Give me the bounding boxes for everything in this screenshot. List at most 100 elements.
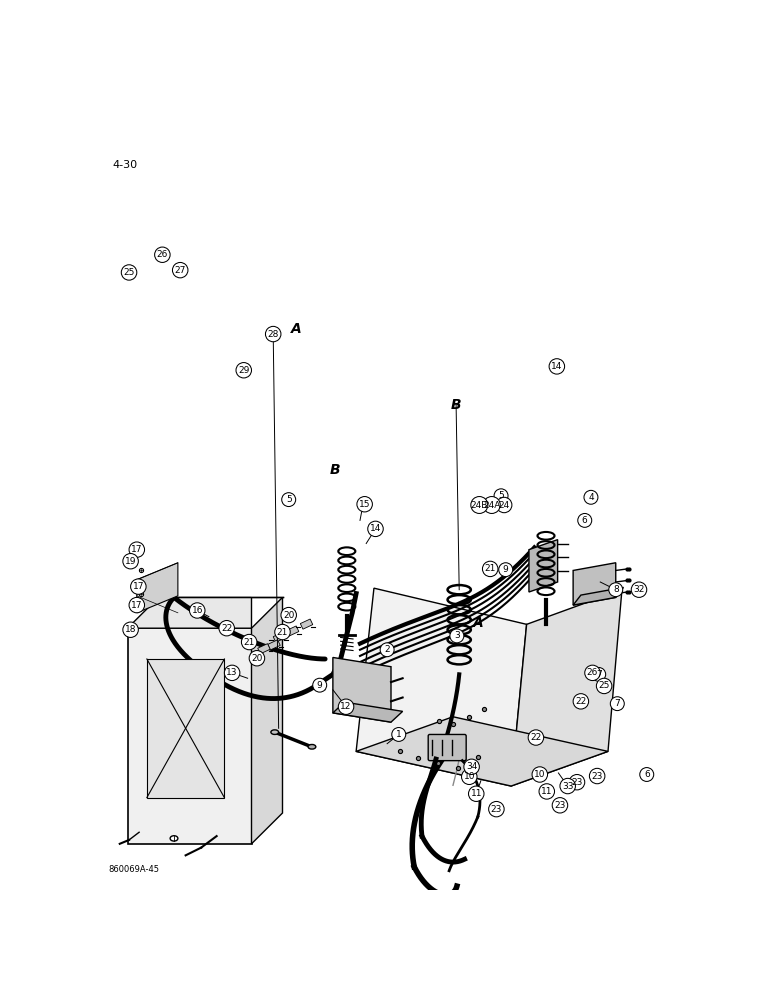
Circle shape: [464, 759, 479, 775]
Text: 5: 5: [286, 495, 292, 504]
Circle shape: [380, 643, 394, 657]
Circle shape: [577, 513, 591, 527]
Circle shape: [631, 582, 647, 597]
Circle shape: [611, 697, 625, 711]
Circle shape: [539, 784, 554, 799]
Circle shape: [219, 620, 235, 636]
Text: 25: 25: [124, 268, 135, 277]
Bar: [273, 632, 286, 642]
Text: 9: 9: [317, 681, 323, 690]
Circle shape: [281, 607, 296, 623]
Circle shape: [482, 561, 498, 577]
Circle shape: [573, 694, 588, 709]
Circle shape: [532, 767, 547, 782]
Circle shape: [123, 554, 138, 569]
Text: 3: 3: [454, 631, 460, 640]
Text: 2: 2: [384, 645, 390, 654]
Text: 7: 7: [615, 699, 620, 708]
Text: 24A: 24A: [483, 500, 500, 510]
Circle shape: [172, 262, 188, 278]
Text: 29: 29: [238, 366, 249, 375]
Text: 4-30: 4-30: [112, 160, 137, 170]
Circle shape: [584, 665, 601, 681]
Text: 19: 19: [125, 557, 137, 566]
Bar: [258, 644, 270, 654]
Text: 32: 32: [633, 585, 645, 594]
Bar: [286, 626, 299, 636]
Bar: [268, 640, 280, 650]
Polygon shape: [333, 702, 403, 722]
Polygon shape: [356, 588, 527, 786]
Text: 21: 21: [485, 564, 496, 573]
Circle shape: [313, 678, 327, 692]
FancyBboxPatch shape: [428, 734, 466, 761]
Bar: [147, 659, 225, 798]
Polygon shape: [333, 657, 391, 722]
Circle shape: [499, 563, 513, 577]
Circle shape: [483, 497, 500, 513]
Text: 33: 33: [562, 782, 574, 791]
Circle shape: [249, 651, 265, 666]
Text: 23: 23: [491, 805, 502, 814]
Circle shape: [130, 579, 146, 594]
Text: 23: 23: [554, 801, 566, 810]
Text: 5: 5: [498, 491, 504, 500]
Circle shape: [552, 798, 567, 813]
Text: 17: 17: [133, 582, 144, 591]
Circle shape: [242, 634, 257, 650]
Text: 10: 10: [534, 770, 546, 779]
Text: 860069A-45: 860069A-45: [108, 865, 159, 874]
Circle shape: [471, 497, 488, 513]
Circle shape: [236, 363, 252, 378]
Circle shape: [391, 728, 406, 741]
Circle shape: [282, 493, 296, 507]
Circle shape: [266, 326, 281, 342]
Circle shape: [549, 359, 564, 374]
Text: 26: 26: [587, 668, 598, 677]
Text: 34: 34: [466, 762, 477, 771]
Polygon shape: [529, 540, 557, 592]
Circle shape: [357, 497, 372, 512]
Polygon shape: [511, 590, 622, 786]
Circle shape: [597, 678, 612, 694]
Text: 21: 21: [277, 628, 288, 637]
Text: 12: 12: [340, 702, 352, 711]
Text: 17: 17: [131, 601, 143, 610]
Text: 16: 16: [191, 606, 203, 615]
Text: 22: 22: [575, 697, 587, 706]
Text: 18: 18: [125, 625, 137, 634]
Circle shape: [225, 665, 240, 681]
Text: 13: 13: [226, 668, 238, 677]
Circle shape: [528, 730, 543, 745]
Text: 11: 11: [470, 789, 482, 798]
Circle shape: [338, 699, 354, 714]
Polygon shape: [137, 563, 178, 613]
Polygon shape: [127, 628, 252, 844]
Circle shape: [462, 769, 477, 785]
Circle shape: [129, 542, 144, 557]
Circle shape: [569, 774, 584, 790]
Circle shape: [591, 667, 606, 681]
Text: 25: 25: [598, 681, 610, 690]
Text: B: B: [330, 463, 340, 477]
Circle shape: [189, 603, 205, 618]
Circle shape: [584, 490, 598, 504]
Polygon shape: [573, 587, 624, 605]
Text: 1: 1: [396, 730, 401, 739]
Text: 26: 26: [157, 250, 168, 259]
Circle shape: [640, 768, 654, 781]
Text: 21: 21: [243, 638, 255, 647]
Ellipse shape: [271, 730, 279, 734]
Text: 27: 27: [174, 266, 186, 275]
Text: 22: 22: [530, 733, 541, 742]
Text: 6: 6: [644, 770, 649, 779]
Circle shape: [154, 247, 170, 262]
Circle shape: [609, 583, 623, 597]
Circle shape: [494, 489, 508, 503]
Circle shape: [496, 497, 512, 513]
Text: 20: 20: [251, 654, 262, 663]
Text: 22: 22: [221, 624, 232, 633]
Text: 28: 28: [268, 330, 279, 339]
Text: 11: 11: [541, 787, 553, 796]
Text: 14: 14: [551, 362, 563, 371]
